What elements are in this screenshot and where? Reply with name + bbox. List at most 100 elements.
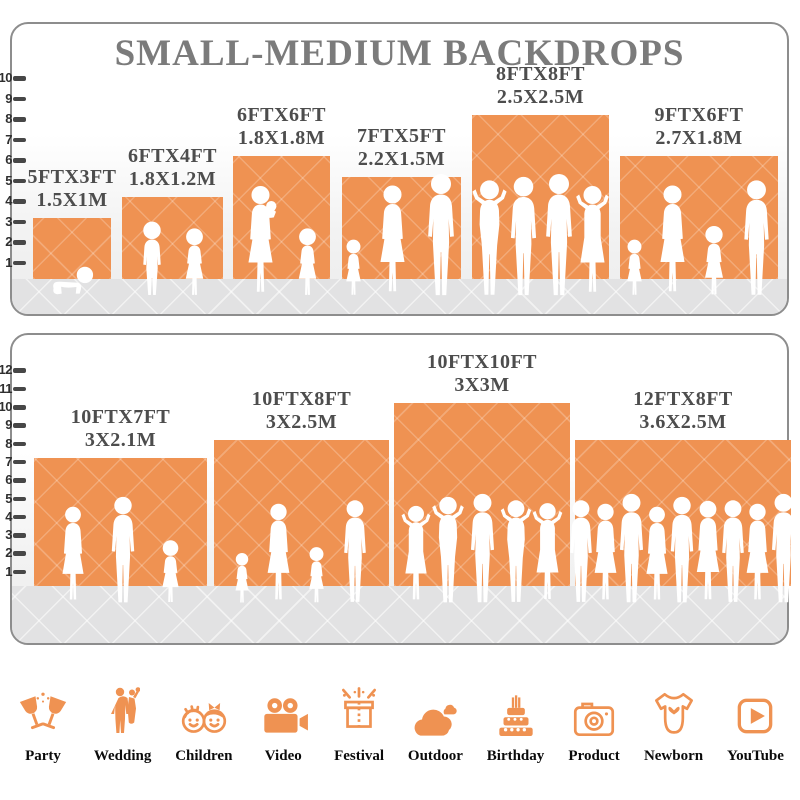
ruler-number: 6 [5,152,12,167]
backdrop-size-ft: 8FTX8FT [495,63,586,85]
woman-arms-up-silhouette [532,503,563,600]
figure [239,185,282,297]
category-label: Product [568,748,620,764]
figure [713,499,753,604]
ruler-number: 3 [5,527,12,543]
figure [496,499,536,604]
ruler-tick [13,569,26,575]
backdrop-size-m: 1.5X1M [36,188,108,211]
backdrop-size-m: 2.2X1.5M [357,147,446,170]
ruler-number: 10 [0,399,13,414]
category-item-video: Video [256,684,310,765]
man-silhouette [546,173,572,296]
backdrop-size-m: 1.8X1.8M [237,127,326,149]
people-silhouettes [452,173,629,297]
ruler-number: 1 [5,254,12,270]
woman-with-baby-silhouette [247,185,276,292]
category-item-festival: Festival [334,684,384,765]
category-label: YouTube [726,748,784,764]
ruler-tick [13,260,26,265]
woman-silhouette [267,503,289,600]
figure [561,499,601,604]
girl-silhouette [162,540,179,603]
ruler-number: 6 [5,472,12,488]
man-silhouette [771,493,796,603]
people-silhouettes [555,493,800,604]
ruler-number: 7 [5,453,12,469]
backdrop-rect-6ftx4ft [122,197,223,279]
girl-silhouette [185,228,204,295]
ruler-tick [13,405,26,410]
ruler-number: 2 [5,234,12,249]
man-silhouette [743,180,769,295]
ruler-number: 11 [0,380,13,396]
woman-silhouette [696,500,720,600]
ruler-number: 10 [0,70,13,85]
man-silhouette [570,500,592,602]
people-silhouettes [13,264,131,297]
category-label: Newborn [643,748,704,764]
ruler-number: 8 [5,435,12,451]
video-icon [256,684,310,740]
ruler-tick [13,551,26,556]
backdrop-label: 9FTX6FT 2.7X1.8M [654,104,743,150]
ruler-number: 5 [5,172,12,188]
outdoor-icon [408,684,462,740]
backdrop-label: 8FTX8FT 2.5X2.5M [496,63,585,109]
ruler-tick [13,178,26,183]
ruler-tick [13,137,26,142]
backdrop-size-ft: 10FTX7FT [70,405,171,428]
ruler-number: 8 [5,111,12,126]
backdrop-label: 10FTX8FT 3X2.5M [252,388,352,434]
backdrop-label: 10FTX7FT 3X2.1M [71,406,171,452]
ruler-number: 9 [5,417,12,433]
woman-silhouette [62,506,84,600]
figure [427,496,469,604]
man-silhouette [670,496,694,603]
ruler-tick [13,96,26,101]
figure [133,220,171,297]
backdrop-size-ft: 6FTX4FT [127,145,218,167]
figure [762,493,800,604]
product-icon [568,684,620,740]
toddler-silhouette [308,547,324,603]
woman-silhouette [746,503,769,600]
backdrop-size-m: 3.6X2.5M [639,410,727,433]
figure [467,179,512,297]
figure [610,493,653,604]
category-label: Festival [334,748,385,764]
category-row: Party Wedding Children Video Festival Ou… [0,650,800,765]
category-label: Video [264,748,302,764]
figure [696,224,732,297]
man-arms-up-silhouette [432,496,464,603]
ruler-tick [13,219,26,224]
people-silhouettes [102,220,243,297]
backdrop-label: 12FTX8FT 3.6X2.5M [633,388,733,434]
figure [102,496,144,604]
category-label: Birthday [486,748,545,764]
backdrop-size-ft: 10FTX8FT [251,387,352,410]
backdrop-label: 7FTX5FT 2.2X1.5M [357,125,446,171]
figure [661,496,703,604]
ruler-number: 12 [0,362,13,378]
ruler-number: 4 [5,193,12,208]
party-icon [16,684,70,740]
backdrop-size-ft: 9FTX6FT [654,104,744,126]
category-label: Outdoor [407,748,463,764]
ruler-tick [13,496,26,501]
figure [154,539,187,604]
category-item-party: Party [16,684,70,765]
ruler-number: 4 [5,508,12,524]
figure [302,546,331,604]
figure [229,552,255,604]
woman-silhouette [379,185,405,292]
people-silhouettes [600,179,798,297]
figure [500,176,547,297]
backdrop-size-ft: 10FTX10FT [426,351,538,373]
category-item-birthday: Birthday [486,684,545,765]
ruler-number: 2 [5,545,12,561]
ruler-tick [13,441,26,447]
man-arms-up-silhouette [500,500,532,602]
figure [734,179,779,297]
figure [290,227,325,297]
